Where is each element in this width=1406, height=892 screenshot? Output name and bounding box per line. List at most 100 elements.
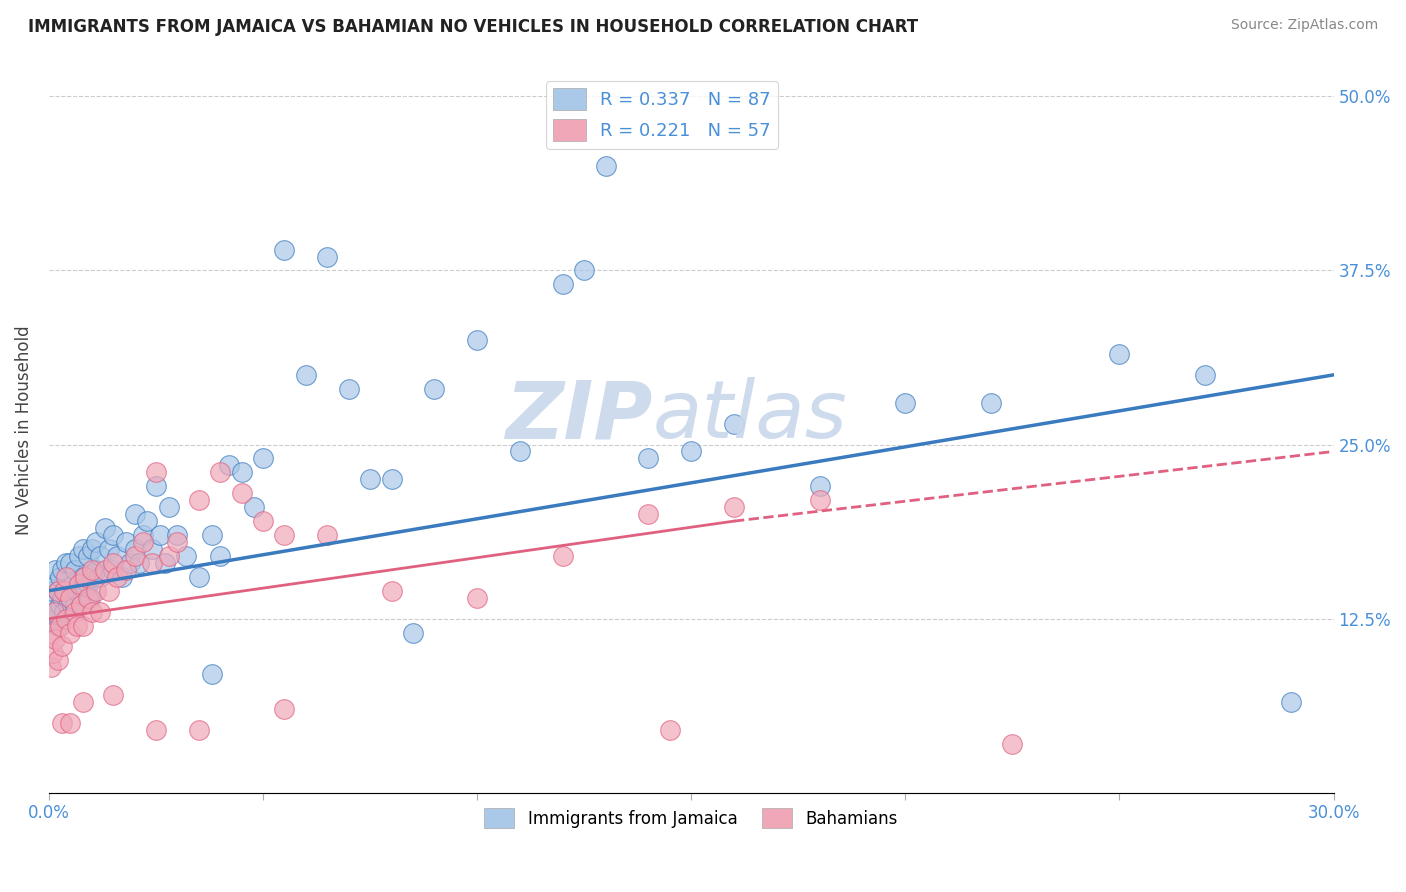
Point (808, 479, 831, 493)
Point (273, 702, 295, 716)
Point (80, 541, 103, 556)
Point (55, 583, 77, 598)
Point (423, 382, 446, 396)
Point (75, 570, 97, 584)
Point (380, 472, 402, 486)
Point (41, 583, 63, 598)
Point (63, 563, 86, 577)
Point (63, 605, 86, 619)
Point (42, 611, 65, 625)
Y-axis label: No Vehicles in Household: No Vehicles in Household (15, 326, 32, 535)
Point (93, 521, 115, 535)
Point (51, 640, 73, 654)
Point (252, 451, 274, 466)
Point (107, 549, 129, 563)
Point (157, 549, 180, 563)
Point (166, 528, 188, 542)
Point (55, 556, 77, 570)
Point (84, 535, 107, 549)
Point (39, 660, 62, 674)
Point (174, 549, 197, 563)
Point (72, 695, 94, 709)
Point (658, 723, 681, 737)
Point (465, 333, 488, 347)
Point (76, 549, 98, 563)
Point (46, 618, 69, 632)
Point (187, 570, 209, 584)
Point (84, 563, 107, 577)
Point (48, 570, 70, 584)
Point (894, 395, 917, 409)
Point (107, 570, 129, 584)
Point (231, 486, 253, 500)
Point (380, 583, 402, 598)
Point (103, 563, 125, 577)
Point (1108, 347, 1130, 361)
Point (51, 591, 73, 605)
Point (316, 250, 339, 264)
Point (59, 716, 82, 731)
Point (79, 591, 101, 605)
Point (103, 556, 125, 570)
Point (141, 541, 163, 556)
Point (89, 549, 111, 563)
Point (402, 625, 425, 640)
Point (44, 563, 66, 577)
Point (89, 570, 111, 584)
Point (66, 618, 89, 632)
Point (201, 667, 224, 681)
Point (145, 723, 167, 737)
Point (157, 500, 180, 515)
Point (93, 563, 115, 577)
Point (59, 556, 82, 570)
Point (72, 618, 94, 632)
Point (115, 563, 138, 577)
Point (76, 576, 98, 591)
Point (243, 500, 266, 515)
Point (46, 583, 69, 598)
Point (52, 605, 75, 619)
Point (149, 528, 172, 542)
Point (187, 723, 209, 737)
Point (1279, 695, 1302, 709)
Point (52, 583, 75, 598)
Point (59, 591, 82, 605)
Point (46, 653, 69, 667)
Point (637, 507, 659, 521)
Point (120, 556, 142, 570)
Point (70, 598, 93, 612)
Text: ZIP: ZIP (505, 377, 652, 455)
Text: IMMIGRANTS FROM JAMAICA VS BAHAMIAN NO VEHICLES IN HOUSEHOLD CORRELATION CHART: IMMIGRANTS FROM JAMAICA VS BAHAMIAN NO V… (28, 18, 918, 36)
Point (42, 576, 65, 591)
Point (59, 625, 82, 640)
Point (75, 583, 97, 598)
Point (808, 493, 831, 508)
Point (166, 535, 188, 549)
Point (97, 541, 120, 556)
Point (44, 605, 66, 619)
Point (252, 514, 274, 528)
Point (44, 632, 66, 647)
Point (58, 598, 80, 612)
Point (551, 277, 574, 292)
Point (153, 556, 176, 570)
Point (723, 500, 745, 515)
Point (67, 576, 90, 591)
Point (89, 605, 111, 619)
Point (132, 535, 155, 549)
Point (111, 570, 134, 584)
Point (1001, 737, 1024, 751)
Point (41, 625, 63, 640)
Point (316, 528, 339, 542)
Point (187, 493, 209, 508)
Point (209, 549, 232, 563)
Text: Source: ZipAtlas.com: Source: ZipAtlas.com (1230, 18, 1378, 32)
Point (359, 472, 381, 486)
Point (201, 528, 224, 542)
Point (637, 451, 659, 466)
Point (59, 591, 82, 605)
Point (97, 583, 120, 598)
Point (46, 583, 69, 598)
Point (980, 395, 1002, 409)
Point (66, 583, 89, 598)
